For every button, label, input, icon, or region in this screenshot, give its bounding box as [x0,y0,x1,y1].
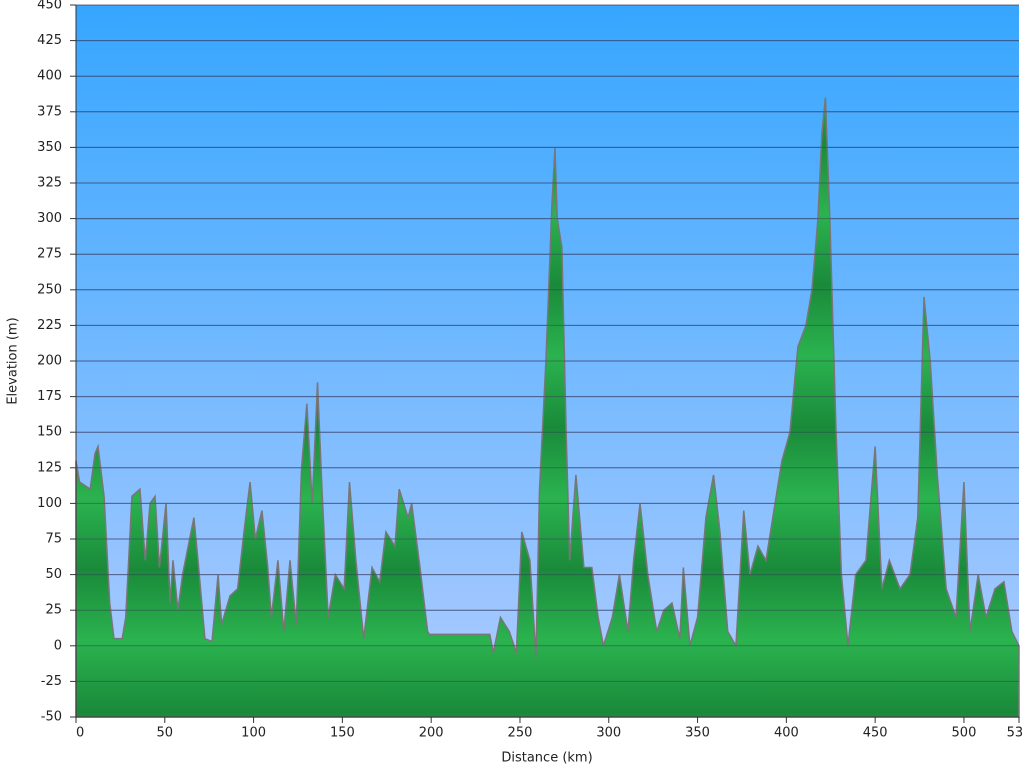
x-tick-label: 400 [774,726,799,741]
x-tick-label: 150 [330,726,355,741]
x-tick-label: 450 [863,726,888,741]
x-tick-label: 500 [952,726,977,741]
y-tick-label: 375 [37,104,62,119]
y-axis-title: Elevation (m) [6,317,21,404]
y-tick-label: 125 [37,460,62,475]
x-tick-label: 50 [157,726,174,741]
y-tick-label: 350 [37,140,62,155]
x-axis-title: Distance (km) [501,751,592,766]
y-tick-label: 50 [45,567,62,582]
x-tick-label: 531 [1007,726,1024,741]
x-tick-label: 300 [596,726,621,741]
y-tick-label: 250 [37,282,62,297]
y-tick-label: 75 [45,532,62,547]
y-tick-label: 275 [37,247,62,262]
y-tick-label: 450 [37,0,62,13]
y-tick-label: 25 [45,603,62,618]
y-tick-label: 200 [37,354,62,369]
grid-overlay [76,4,1019,718]
y-tick-label: 325 [37,176,62,191]
y-tick-label: 400 [37,69,62,84]
y-tick-label: 150 [37,425,62,440]
x-tick-label: 350 [685,726,710,741]
y-tick-label: -25 [41,674,62,689]
x-tick-label: 0 [76,726,84,741]
area-layer [75,97,1020,718]
y-tick-label: 425 [37,33,62,48]
elevation-area [75,97,1020,718]
x-tick-label: 250 [508,726,533,741]
x-tick-label: 100 [241,726,266,741]
y-tick-label: 100 [37,496,62,511]
y-tick-label: 0 [54,638,62,653]
y-tick-label: -50 [41,710,62,725]
y-tick-label: 300 [37,211,62,226]
y-tick-label: 225 [37,318,62,333]
x-tick-label: 200 [419,726,444,741]
y-tick-label: 175 [37,389,62,404]
